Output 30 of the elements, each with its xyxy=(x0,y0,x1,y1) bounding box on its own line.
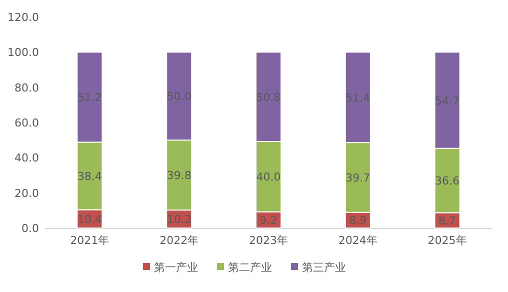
data-label: 38.4 xyxy=(77,170,102,183)
y-tick-label: 120.0 xyxy=(8,11,39,24)
data-label: 50.8 xyxy=(256,90,281,104)
y-tick-label: 80.0 xyxy=(14,81,39,94)
data-label: 8.7 xyxy=(438,214,456,228)
data-label: 50.0 xyxy=(166,90,192,104)
x-tick-label: 2023年 xyxy=(249,234,288,247)
x-tick-label: 2022年 xyxy=(160,234,199,247)
data-label: 51.4 xyxy=(346,91,370,104)
data-label: 39.8 xyxy=(166,169,192,182)
x-tick-label: 2025年 xyxy=(428,234,467,247)
data-label: 8.9 xyxy=(349,214,367,228)
legend-label: 第二产业 xyxy=(228,261,272,274)
y-tick-label: 40.0 xyxy=(14,152,39,165)
data-label: 36.6 xyxy=(435,174,460,188)
data-label: 51.2 xyxy=(77,91,102,104)
data-label: 9.2 xyxy=(260,214,278,227)
y-tick-label: 0.0 xyxy=(22,222,39,235)
data-label: 40.0 xyxy=(256,170,281,184)
x-tick-label: 2024年 xyxy=(338,234,378,247)
data-label: 10.2 xyxy=(166,213,192,226)
legend-label: 第一产业 xyxy=(154,261,198,274)
y-tick-label: 100.0 xyxy=(8,46,39,60)
data-label: 54.7 xyxy=(435,94,460,108)
legend-label: 第三产业 xyxy=(302,261,346,274)
x-tick-label: 2021年 xyxy=(70,234,110,247)
y-tick-label: 20.0 xyxy=(14,186,39,200)
data-label: 10.4 xyxy=(77,212,102,226)
y-tick-label: 60.0 xyxy=(14,116,39,130)
data-label: 39.7 xyxy=(346,171,370,184)
